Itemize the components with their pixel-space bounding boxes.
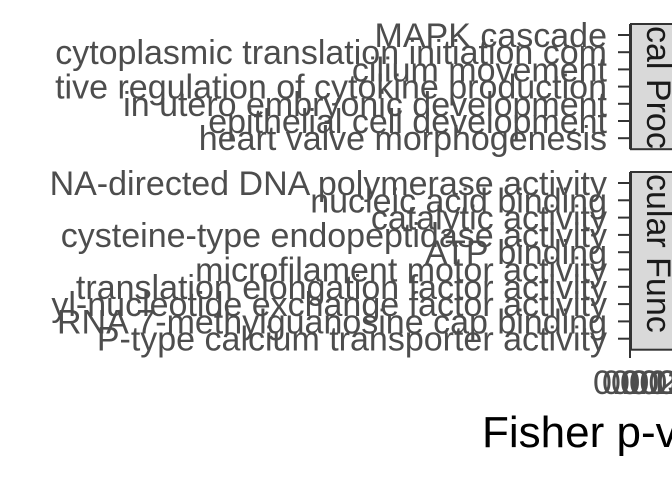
category-label: P-type calcium transporter activity (97, 321, 607, 359)
category-label: in utero embryonic development (123, 86, 607, 124)
category-label: cytoplasmic translation initiation com (55, 34, 607, 72)
facet-strip-label: cal Proc (639, 26, 672, 149)
category-label: ATP binding (425, 234, 607, 272)
facet-panel: NA-directed DNA polymerase activitynucle… (50, 165, 672, 359)
x-tick-label: 0.01 (602, 364, 668, 402)
x-tick-label: 0.02 (611, 364, 672, 402)
category-label: microfilament motor activity (195, 252, 607, 290)
x-tick-label: 0.04 (629, 364, 672, 402)
category-label: yl-nucleotide exchange factor activity (51, 286, 607, 324)
category-label: catalytic activity (371, 200, 607, 238)
x-axis: 0.000.010.020.030.04 (593, 342, 672, 402)
category-label: epithelial cell development (208, 103, 607, 141)
category-label: tive regulation of cytokine production (55, 69, 607, 107)
category-label: RNA 7-methylguanosine cap binding (57, 303, 607, 341)
category-label: NA-directed DNA polymerase activity (50, 165, 607, 203)
category-label: cysteine-type endopeptidase activity (61, 217, 607, 255)
x-axis-title: Fisher p-v (482, 408, 672, 457)
category-label: cilium movement (352, 51, 608, 89)
x-tick-label: 0.03 (620, 364, 672, 402)
category-label: heart valve morphogenesis (199, 120, 607, 158)
facet-strip (630, 23, 672, 151)
facet-strip (630, 171, 672, 351)
category-label: nucleic acid binding (310, 182, 607, 220)
category-label: translation elongation factor activity (76, 269, 607, 307)
facet-strip-label: cular Func (639, 174, 672, 333)
category-label: MAPK cascade (375, 17, 607, 55)
x-tick-label: 0.00 (593, 364, 659, 402)
